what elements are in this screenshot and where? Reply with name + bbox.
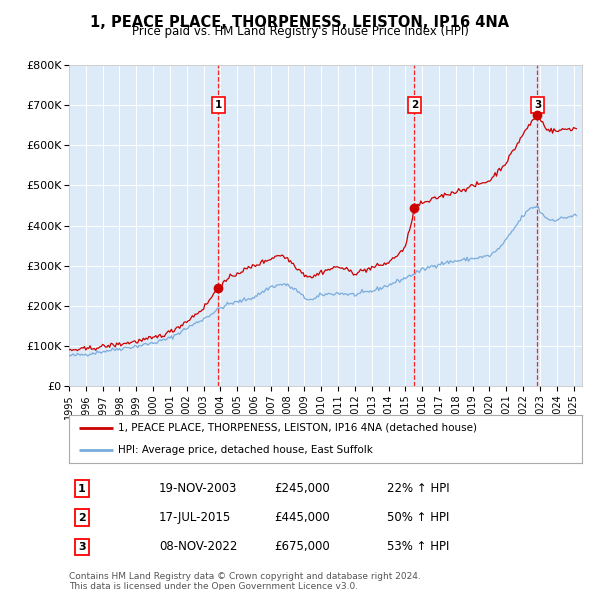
Text: Price paid vs. HM Land Registry's House Price Index (HPI): Price paid vs. HM Land Registry's House … (131, 25, 469, 38)
Text: 3: 3 (534, 100, 541, 110)
Text: 50% ↑ HPI: 50% ↑ HPI (387, 511, 449, 525)
Text: HPI: Average price, detached house, East Suffolk: HPI: Average price, detached house, East… (118, 445, 373, 455)
Text: 22% ↑ HPI: 22% ↑ HPI (387, 482, 449, 495)
Text: 3: 3 (78, 542, 86, 552)
Text: Contains HM Land Registry data © Crown copyright and database right 2024.: Contains HM Land Registry data © Crown c… (69, 572, 421, 581)
Text: 53% ↑ HPI: 53% ↑ HPI (387, 540, 449, 553)
Text: £245,000: £245,000 (274, 482, 330, 495)
Text: 1, PEACE PLACE, THORPENESS, LEISTON, IP16 4NA: 1, PEACE PLACE, THORPENESS, LEISTON, IP1… (91, 15, 509, 30)
Text: 1, PEACE PLACE, THORPENESS, LEISTON, IP16 4NA (detached house): 1, PEACE PLACE, THORPENESS, LEISTON, IP1… (118, 423, 477, 433)
Text: 19-NOV-2003: 19-NOV-2003 (159, 482, 237, 495)
Text: 08-NOV-2022: 08-NOV-2022 (159, 540, 237, 553)
Text: 1: 1 (215, 100, 222, 110)
Text: 1: 1 (78, 484, 86, 493)
Text: 2: 2 (411, 100, 418, 110)
Text: £445,000: £445,000 (274, 511, 330, 525)
Text: 17-JUL-2015: 17-JUL-2015 (159, 511, 231, 525)
Text: This data is licensed under the Open Government Licence v3.0.: This data is licensed under the Open Gov… (69, 582, 358, 590)
Text: 2: 2 (78, 513, 86, 523)
Text: £675,000: £675,000 (274, 540, 330, 553)
